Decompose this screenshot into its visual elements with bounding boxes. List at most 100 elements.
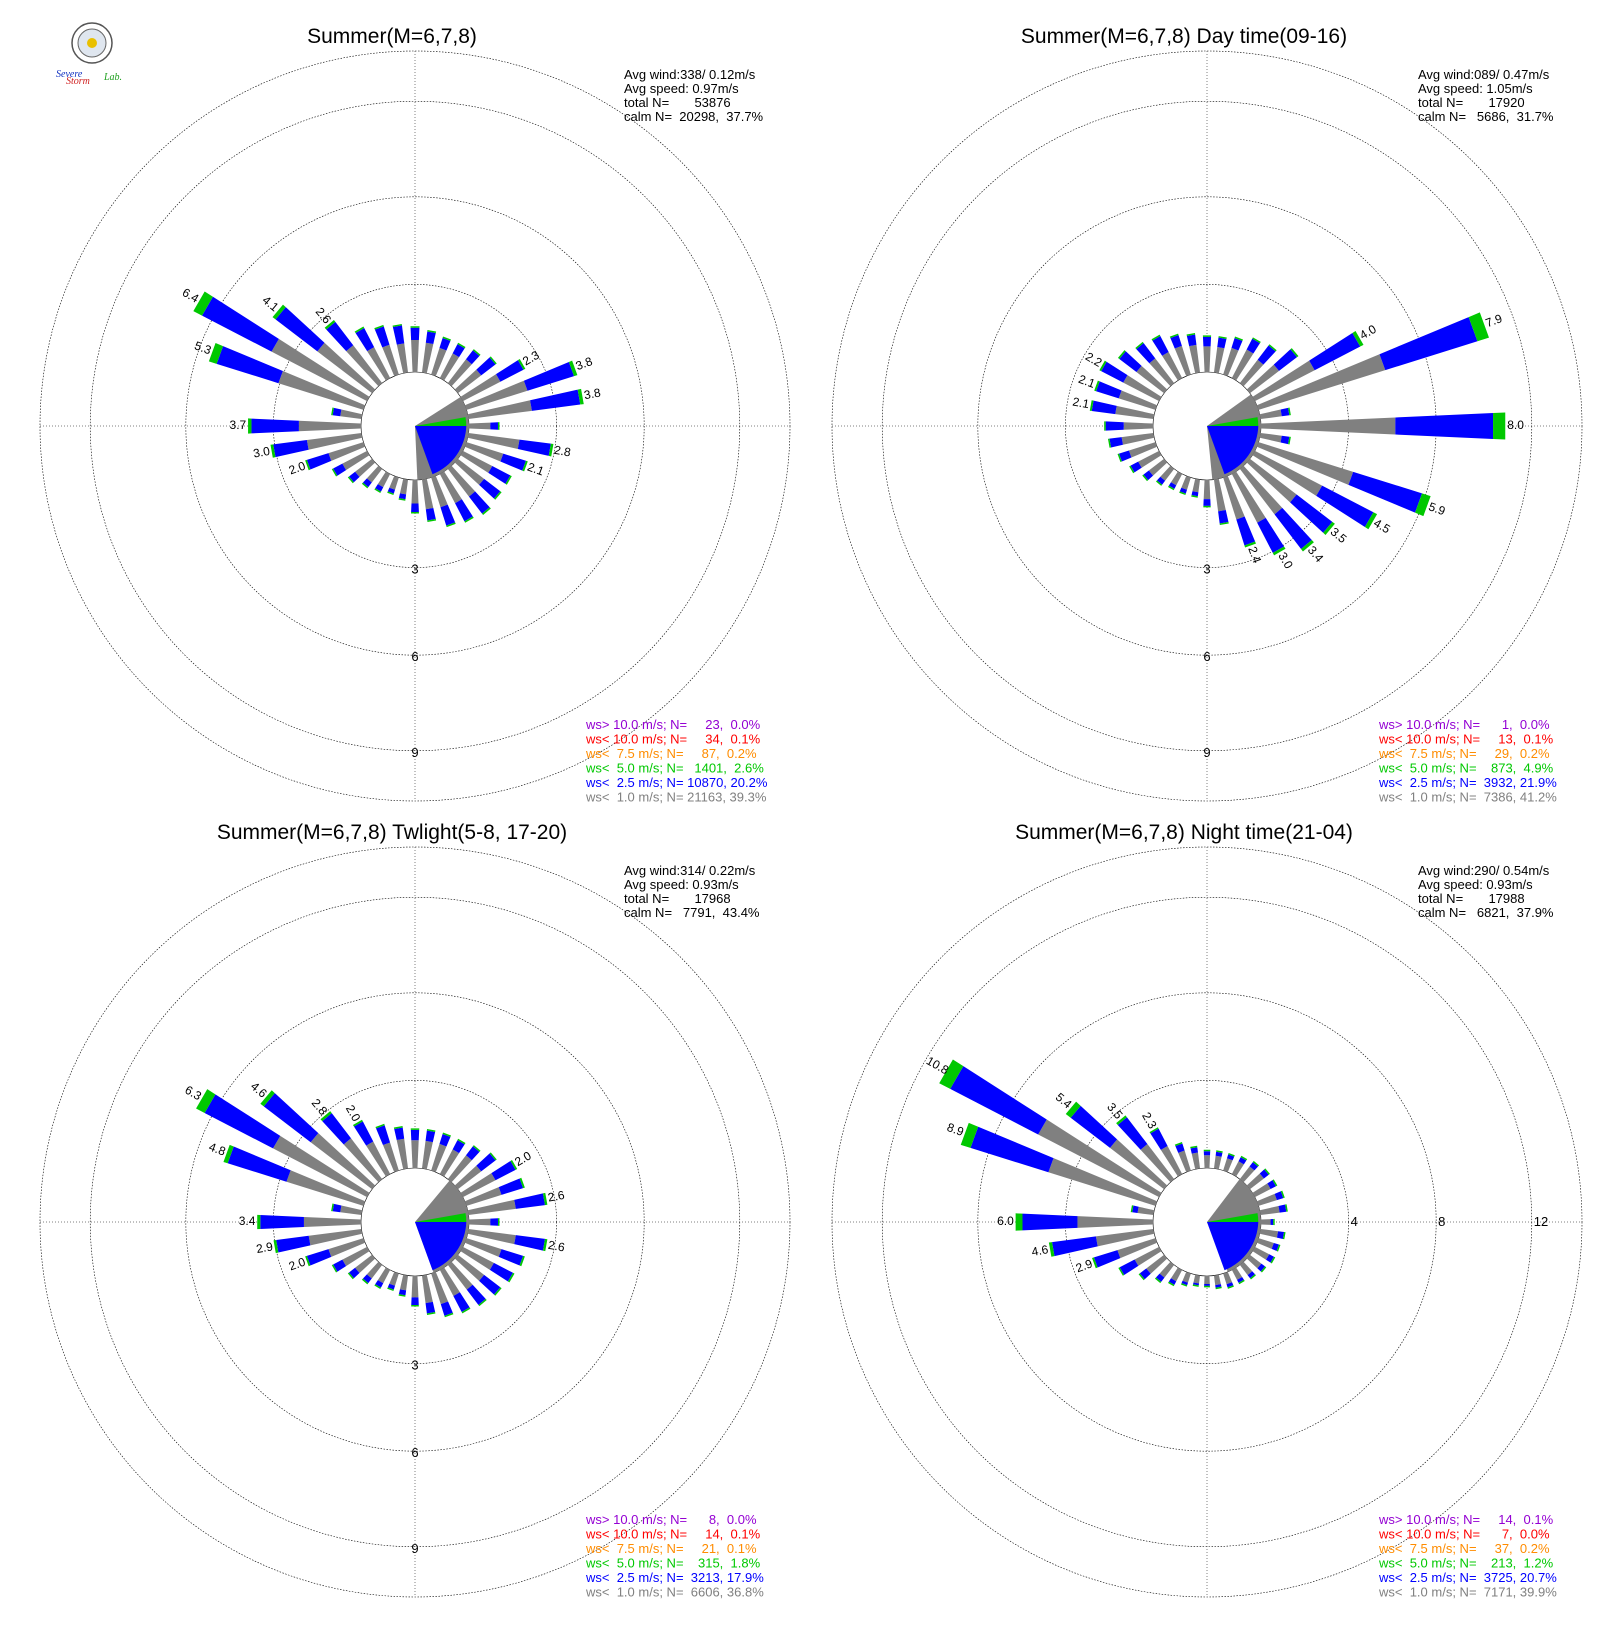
- bar-segment-green-140: [478, 1298, 487, 1307]
- bar-segment-blue-10: [1217, 337, 1227, 349]
- bar-segment-blue-300: [204, 1094, 281, 1149]
- stats-line: Avg speed: 0.93m/s: [1418, 877, 1533, 892]
- bar-segment-calm-150: [439, 1267, 460, 1296]
- bar-segment-calm-90: [1260, 1219, 1271, 1225]
- bar-segment-calm-120: [460, 1246, 494, 1270]
- legend-entry: ws> 10.0 m/s; N= 23, 0.0%: [585, 717, 761, 732]
- bar-segment-calm-90: [468, 1218, 491, 1226]
- bar-segment-green-300: [193, 291, 213, 316]
- bar-segment-green-320: [324, 319, 336, 330]
- legend-entry: ws< 10.0 m/s; N= 13, 0.1%: [1378, 732, 1554, 747]
- bar-segment-calm-220: [366, 465, 383, 483]
- bar-segment-blue-340: [1170, 335, 1182, 349]
- legend-entry: ws< 2.5 m/s; N= 10870, 20.2%: [585, 775, 768, 790]
- bar-segment-blue-270: [1022, 1213, 1078, 1231]
- bar-segment-green-100: [548, 443, 554, 457]
- bar-segment-calm-320: [1149, 358, 1175, 387]
- bar-segment-blue-30: [452, 344, 465, 358]
- bar-segment-blue-260: [1051, 1236, 1098, 1257]
- bar-segment-green-130: [1323, 521, 1335, 535]
- panels: 2.3 3.83.82.82.12.03.03.75.36.4 4.12.6369S…: [39, 25, 1583, 1600]
- calm-sector-green: [1207, 417, 1259, 426]
- bar-label: 7.9: [1484, 311, 1505, 330]
- bar-segment-green-150: [464, 516, 474, 523]
- bar-segment-green-70: [1468, 312, 1489, 342]
- bar-segment-green-120: [1270, 1256, 1276, 1264]
- bar-segment-calm-150: [1231, 1267, 1243, 1280]
- bar-segment-calm-260: [1121, 432, 1155, 445]
- bar-segment-blue-310: [263, 1093, 319, 1143]
- bar-segment-blue-150: [455, 499, 473, 522]
- bar-segment-calm-40: [1239, 1166, 1255, 1183]
- stats-line: Avg wind:290/ 0.54m/s: [1418, 863, 1550, 878]
- bar-segment-blue-330: [1150, 1128, 1168, 1150]
- bar-segment-blue-130: [479, 1274, 501, 1295]
- legend-entry: ws< 7.5 m/s; N= 29, 0.2%: [1378, 746, 1550, 761]
- bar-segment-green-300: [939, 1059, 964, 1089]
- bar-segment-green-350: [393, 1126, 403, 1129]
- bar-segment-blue-110: [498, 1249, 524, 1266]
- bar-segment-calm-260: [306, 432, 363, 450]
- bar-segment-green-310: [1117, 350, 1126, 359]
- bar-segment-calm-130: [1246, 1254, 1262, 1269]
- ring-label: 3: [411, 562, 418, 577]
- bar-segment-green-180: [1203, 505, 1211, 508]
- bar-segment-blue-130: [1257, 1263, 1266, 1272]
- bar-segment-calm-50: [1246, 1173, 1264, 1190]
- stats-line: Avg wind:314/ 0.22m/s: [624, 863, 756, 878]
- bar-segment-calm-240: [342, 450, 370, 471]
- bar-segment-calm-250: [1117, 1238, 1158, 1259]
- legend-entry: ws< 5.0 m/s; N= 1401, 2.6%: [585, 761, 764, 776]
- legend-entry: ws< 7.5 m/s; N= 37, 0.2%: [1378, 1541, 1550, 1556]
- bar-segment-calm-220: [366, 1261, 383, 1279]
- bar-segment-green-0: [410, 1128, 420, 1130]
- bar-segment-blue-290: [970, 1126, 1054, 1173]
- legend-entry: ws< 2.5 m/s; N= 3932, 21.9%: [1378, 775, 1557, 790]
- bar-segment-blue-60: [1267, 1180, 1277, 1190]
- outer-ring: [831, 846, 1583, 1598]
- bar-segment-green-330: [1151, 334, 1161, 341]
- bar-segment-green-40: [472, 1145, 481, 1152]
- bar-label: 3.0: [252, 444, 271, 461]
- bar-segment-blue-280: [1132, 1205, 1139, 1213]
- bar-segment-calm-150: [439, 471, 462, 504]
- bar-segment-calm-300: [1038, 1119, 1162, 1198]
- bar-segment-blue-50: [1259, 1169, 1269, 1179]
- bar-segment-blue-140: [468, 491, 490, 514]
- bar-segment-calm-220: [1160, 465, 1175, 481]
- bar-segment-green-230: [1142, 474, 1149, 482]
- bar-segment-calm-20: [431, 347, 447, 377]
- bar-segment-calm-280: [1137, 1206, 1155, 1216]
- bar-segment-green-270: [1104, 421, 1106, 431]
- bar-segment-calm-300: [273, 1135, 370, 1198]
- bar-segment-calm-90: [1260, 417, 1396, 435]
- bar-segment-green-200: [1180, 1283, 1188, 1287]
- bar-segment-blue-290: [216, 346, 283, 384]
- bar-segment-blue-250: [1093, 1250, 1121, 1268]
- bar-segment-green-330: [1149, 1127, 1159, 1134]
- bar-segment-blue-90: [490, 1218, 498, 1226]
- stats-line: total N= 17988: [1418, 891, 1525, 906]
- bar-segment-blue-60: [1309, 332, 1361, 371]
- bar-segment-green-120: [507, 1272, 515, 1283]
- bar-segment-blue-120: [488, 466, 511, 484]
- bar-segment-calm-140: [447, 1261, 473, 1290]
- bar-segment-calm-80: [1259, 1206, 1280, 1216]
- bar-segment-green-310: [272, 304, 286, 320]
- bar-segment-calm-290: [286, 1170, 366, 1206]
- bar-segment-blue-80: [1280, 407, 1290, 417]
- bar-segment-green-340: [1174, 1142, 1183, 1147]
- bar-segment-blue-150: [453, 1292, 470, 1313]
- legend-entry: ws< 7.5 m/s; N= 87, 0.2%: [585, 746, 757, 761]
- bar-segment-blue-240: [333, 463, 347, 476]
- bar-segment-blue-300: [202, 296, 279, 352]
- bar-segment-blue-200: [387, 487, 396, 494]
- bar-segment-blue-160: [440, 504, 456, 526]
- bar-segment-calm-230: [1146, 1254, 1168, 1274]
- legend-entry: ws< 1.0 m/s; N= 7171, 39.9%: [1378, 1585, 1557, 1600]
- bar-segment-blue-190: [398, 493, 407, 500]
- bar-segment-green-30: [457, 342, 466, 349]
- bar-segment-calm-70: [464, 380, 528, 410]
- bar-segment-calm-150: [1231, 471, 1266, 523]
